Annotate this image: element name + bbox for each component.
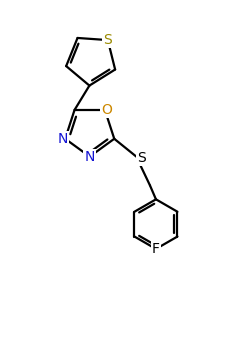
Text: O: O [101,103,112,117]
Text: N: N [58,132,68,146]
Text: N: N [85,150,95,164]
Text: S: S [137,151,146,165]
Text: F: F [152,242,160,256]
Text: S: S [103,33,112,47]
